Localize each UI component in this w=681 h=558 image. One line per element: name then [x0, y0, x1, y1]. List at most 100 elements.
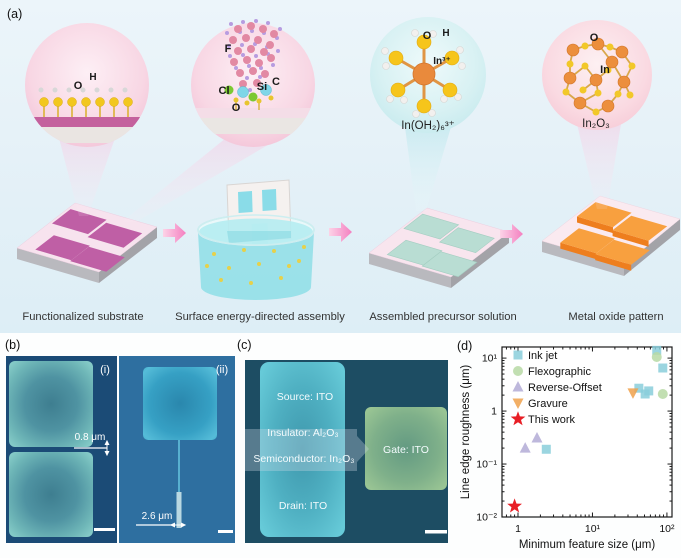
caption-step-2: Surface energy-directed assembly — [175, 311, 345, 323]
insulator-semiconductor-band — [245, 429, 369, 471]
label-oxygen-2: O — [232, 102, 241, 114]
drain-label: Drain: ITO — [279, 500, 327, 512]
semiconductor-label: Semiconductor: In₂O₃ — [253, 453, 354, 465]
label-oxygen-1: O — [74, 80, 83, 92]
data-point — [507, 498, 522, 513]
caption-precursor-formula: In(OH₂)₆³⁺ — [401, 120, 455, 132]
label-silicon: Si — [257, 81, 267, 93]
panel-c-label: (c) — [237, 338, 252, 352]
x-tick-label: 10² — [659, 523, 675, 535]
arrow-step3-icon — [500, 224, 523, 244]
data-point — [651, 351, 662, 362]
label-indium-ion: In³⁺ — [433, 56, 451, 67]
label-oxygen-4: O — [590, 32, 599, 44]
inset-precursor-complex: O H In³⁺ In(OH₂)₆³⁺ — [370, 17, 486, 133]
micrograph-i: (i) 0.8 μm — [6, 356, 117, 543]
legend-item-this-work: This work — [510, 411, 576, 426]
label-chlorine: Cl — [219, 85, 230, 97]
data-point — [644, 386, 654, 396]
data-point — [627, 388, 639, 399]
legend-marker-icon — [512, 381, 524, 392]
process-arrows — [163, 222, 523, 244]
precursor-substrate-illustration — [368, 207, 510, 288]
micrograph-ii: (ii) 2.6 μm — [119, 356, 235, 543]
caption-oxide-formula: In₂O₃ — [582, 118, 610, 130]
inset-silane-molecule: F C Si Cl O — [191, 19, 315, 147]
sub-label-ii: (ii) — [216, 364, 228, 376]
hydrogen-atoms — [381, 29, 466, 118]
data-point — [531, 432, 543, 443]
data-point — [634, 383, 644, 393]
chart-plot-area — [501, 346, 673, 518]
source-label: Source: ITO — [277, 391, 333, 403]
panel-a-label: (a) — [7, 7, 23, 21]
panel-d-label: (d) — [457, 339, 473, 353]
functionalized-substrate-illustration — [16, 202, 158, 283]
precursor-dots — [205, 245, 306, 285]
gate-electrode — [365, 407, 447, 490]
zoom-beam-oxide — [577, 124, 621, 209]
legend-item-gravure: Gravure — [512, 398, 568, 410]
oxide-substrate-illustration — [541, 195, 681, 276]
scale-bar-ii — [218, 530, 233, 533]
series-ink-jet — [541, 345, 668, 454]
panel-b-micrographs: (i) 0.8 μm (ii) 2.6 μm — [6, 356, 235, 543]
scatter-chart: 1 10¹ 10² 10⁻² 10⁻¹ 1 10¹ Minimum feature size … — [460, 345, 675, 551]
panel-a-illustration: O H — [16, 17, 681, 300]
legend-label: Flexographic — [528, 366, 591, 378]
label-oxygen-3: O — [423, 30, 432, 42]
sub-label-i: (i) — [100, 364, 110, 376]
label-hydrogen-3: H — [442, 28, 449, 39]
label-carbon: C — [272, 76, 280, 88]
legend-marker-icon — [512, 398, 524, 409]
series-gravure — [627, 388, 639, 399]
measured-line-feature — [176, 492, 182, 528]
axis-ticks: 1 10¹ 10² 10⁻² 10⁻¹ 1 10¹ — [476, 347, 675, 535]
legend-marker-icon — [513, 366, 523, 376]
legend-label: This work — [528, 414, 576, 426]
series-flexographic — [651, 351, 668, 399]
legend-marker-icon — [513, 350, 523, 360]
arrow-step2-icon — [329, 222, 352, 242]
data-point — [541, 444, 551, 454]
legend-label: Ink jet — [528, 350, 557, 362]
inset-oxide-network: O In In₂O₃ — [542, 20, 652, 130]
x-axis-title: Minimum feature size (μm) — [519, 539, 656, 551]
caption-step-4: Metal oxide pattern — [568, 311, 664, 323]
series-this-work — [507, 498, 522, 513]
indium-atom — [412, 62, 436, 86]
insulator-label: Insulator: Al₂O₃ — [267, 427, 338, 439]
scale-bar-i — [94, 528, 115, 531]
zoom-beam-silane — [122, 138, 280, 222]
legend-item-reverse-offset: Reverse-Offset — [512, 381, 602, 394]
legend-label: Reverse-Offset — [528, 382, 602, 394]
data-point — [652, 345, 662, 355]
gate-label: Gate: ITO — [383, 444, 429, 456]
caption-step-3: Assembled precursor solution — [369, 311, 517, 323]
panel-b-label: (b) — [5, 338, 21, 352]
label-indium: In — [600, 64, 610, 76]
legend-label: Gravure — [528, 398, 568, 410]
beaker-illustration — [197, 179, 315, 300]
y-tick-label: 10¹ — [482, 353, 498, 365]
chart-legend: Ink jet Flexographic Reverse-Offset Gravure… — [510, 350, 602, 426]
width-arrow-icon — [169, 522, 187, 528]
legend-item-ink-jet: Ink jet — [513, 350, 557, 362]
measurement-ii-label: 2.6 μm — [142, 511, 173, 522]
label-hydrogen-1: H — [89, 72, 96, 83]
silane-head-atoms — [224, 84, 274, 110]
x-tick-label: 10¹ — [585, 523, 601, 535]
hydroxyl-groups — [38, 87, 133, 117]
oxide-oxygen-atoms — [562, 42, 636, 116]
y-tick-label: 10⁻¹ — [476, 459, 497, 471]
oxide-indium-atoms — [563, 37, 631, 113]
y-axis-title: Line edge roughness (μm) — [460, 365, 472, 500]
x-tick-label: 1 — [515, 523, 521, 535]
data-point — [657, 388, 668, 399]
fluorocarbon-chains — [225, 19, 282, 92]
series-reverse-offset — [519, 432, 543, 453]
caption-step-1: Functionalized substrate — [22, 311, 144, 323]
scale-bar-c — [425, 530, 447, 534]
water-oxygen-atoms — [388, 34, 460, 114]
